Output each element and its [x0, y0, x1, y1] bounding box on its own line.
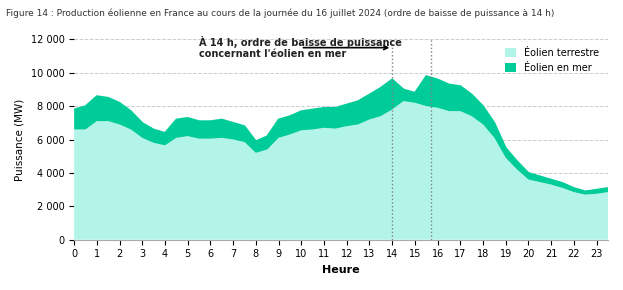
Text: À 14 h, ordre de baisse de puissance
concernant l'éolien en mer: À 14 h, ordre de baisse de puissance con… — [199, 36, 402, 59]
Legend: Éolien terrestre, Éolien en mer: Éolien terrestre, Éolien en mer — [501, 44, 603, 77]
Y-axis label: Puissance (MW): Puissance (MW) — [15, 98, 25, 181]
Text: Figure 14 : Production éolienne en France au cours de la journée du 16 juillet 2: Figure 14 : Production éolienne en Franc… — [6, 9, 554, 18]
X-axis label: Heure: Heure — [322, 265, 360, 275]
